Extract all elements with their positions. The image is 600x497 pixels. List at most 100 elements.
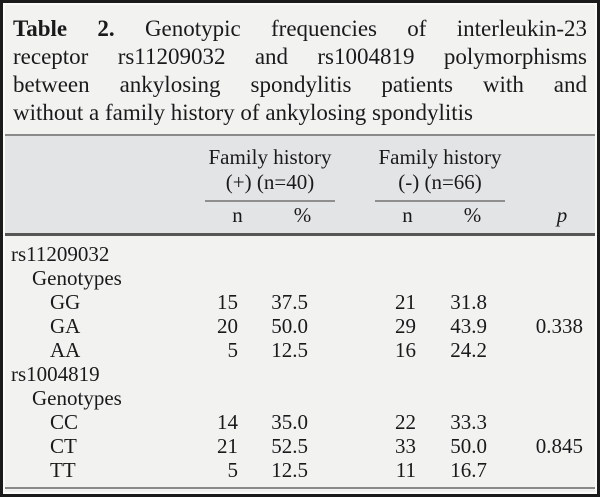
cell-n1: 21 [217, 434, 238, 458]
cell-n1 [205, 266, 238, 290]
cell-pct1 [238, 242, 308, 266]
table-bottom-rule [5, 487, 595, 489]
cell-p [487, 410, 589, 434]
caption-line-1: Table 2. Genotypic frequencies of interl… [13, 15, 587, 43]
cell-pct1: 50.0 [271, 314, 308, 338]
row-label: GA [50, 314, 81, 338]
subheader-pct-group1: % [293, 203, 312, 227]
cell-p [487, 338, 589, 362]
row-label: TT [50, 458, 76, 482]
row-label: CT [50, 434, 77, 458]
cell-n2: 11 [395, 458, 416, 482]
group1-line2: (+) (n=40) [225, 170, 315, 194]
cell-p: 0.845 [535, 434, 583, 458]
cell-pct2: 24.2 [450, 338, 487, 362]
group-header-row: Family history (+) (n=40) Family history… [11, 145, 589, 202]
table-row: rs11209032 [11, 242, 589, 266]
subheader-gap [335, 202, 375, 229]
cell-pct2: 43.9 [450, 314, 487, 338]
caption-line-4: without a family history of ankylosing s… [13, 100, 473, 125]
cell-n1: 20 [217, 314, 238, 338]
row-label: Genotypes [32, 266, 122, 290]
cell-p [487, 458, 589, 482]
caption-line-2: receptor rs11209032 and rs1004819 polymo… [13, 44, 587, 69]
cell-pct2 [416, 362, 487, 386]
subheader-spacer [11, 202, 205, 229]
table-row: AA 5 12.5 16 24.2 [11, 338, 589, 362]
caption-divider-rule [5, 134, 595, 136]
table-row: GG 15 37.5 21 31.8 [11, 290, 589, 314]
table-row: TT 5 12.5 11 16.7 [11, 458, 589, 482]
p-column-spacer [505, 145, 589, 202]
cell-pct1: 12.5 [271, 458, 308, 482]
row-label: CC [50, 410, 79, 434]
cell-n2: 16 [395, 338, 416, 362]
cell-n2 [308, 242, 416, 266]
cell-pct2 [416, 266, 487, 290]
cell-pct1 [238, 362, 308, 386]
cell-p [487, 266, 589, 290]
cell-n2 [308, 362, 416, 386]
cell-p [487, 242, 589, 266]
subheader-n-group1: n [232, 203, 243, 227]
cell-pct1 [238, 266, 308, 290]
caption-line-3: between ankylosing spondylitis patients … [13, 72, 587, 97]
group2-line2: (-) (n=66) [398, 170, 482, 194]
row-label: GG [50, 290, 81, 314]
cell-p [487, 290, 589, 314]
table-header-band: Family history (+) (n=40) Family history… [5, 136, 595, 236]
cell-n1 [205, 242, 238, 266]
cell-n1 [205, 386, 238, 410]
table-row: Genotypes [11, 266, 589, 290]
subheader-n-group2: n [402, 203, 413, 227]
cell-pct2: 16.7 [450, 458, 487, 482]
table-row: CC 14 35.0 22 33.3 [11, 410, 589, 434]
cell-pct2 [416, 386, 487, 410]
subheader-p-value: p [556, 203, 568, 227]
table-row: CT 21 52.5 33 50.0 0.845 [11, 434, 589, 458]
cell-pct1 [238, 386, 308, 410]
header-spacer [11, 145, 205, 202]
cell-pct1: 12.5 [271, 338, 308, 362]
header-gap [335, 145, 375, 202]
table-row: GA 20 50.0 29 43.9 0.338 [11, 314, 589, 338]
sub-header-row: n % n % p [11, 202, 589, 229]
cell-pct1: 35.0 [271, 410, 308, 434]
cell-pct2: 33.3 [450, 410, 487, 434]
row-label: AA [50, 338, 81, 362]
group-header-family-history-negative: Family history (-) (n=66) [375, 145, 505, 202]
cell-n2: 21 [395, 290, 416, 314]
cell-p [487, 386, 589, 410]
cell-n1: 5 [227, 458, 239, 482]
cell-p: 0.338 [535, 314, 583, 338]
cell-n1: 14 [217, 410, 238, 434]
cell-n2 [308, 266, 416, 290]
cell-pct2: 31.8 [450, 290, 487, 314]
cell-n2 [308, 386, 416, 410]
cell-n1: 15 [217, 290, 238, 314]
cell-n2: 29 [395, 314, 416, 338]
cell-pct1: 37.5 [271, 290, 308, 314]
table-row: rs1004819 [11, 362, 589, 386]
row-label: rs1004819 [11, 362, 100, 386]
cell-pct2: 50.0 [450, 434, 487, 458]
cell-n1: 5 [227, 338, 239, 362]
row-label: rs11209032 [11, 242, 110, 266]
cell-pct1: 52.5 [271, 434, 308, 458]
cell-n2: 22 [395, 410, 416, 434]
table-number-label: Table 2. [13, 16, 115, 41]
caption-text-1: Genotypic frequencies of interleukin-23 [144, 16, 588, 41]
table-row: Genotypes [11, 386, 589, 410]
subheader-pct-group2: % [463, 203, 482, 227]
group2-line1: Family history [378, 145, 502, 169]
table-body: rs11209032 Genotypes GG 15 37.5 21 31.8 … [5, 236, 595, 487]
group1-line1: Family history [208, 145, 332, 169]
cell-pct2 [416, 242, 487, 266]
cell-n2: 33 [395, 434, 416, 458]
bottom-margin [3, 489, 597, 494]
table-caption: Table 2. Genotypic frequencies of interl… [5, 3, 595, 127]
row-label: Genotypes [32, 386, 122, 410]
group-header-family-history-positive: Family history (+) (n=40) [205, 145, 335, 202]
cell-p [487, 362, 589, 386]
